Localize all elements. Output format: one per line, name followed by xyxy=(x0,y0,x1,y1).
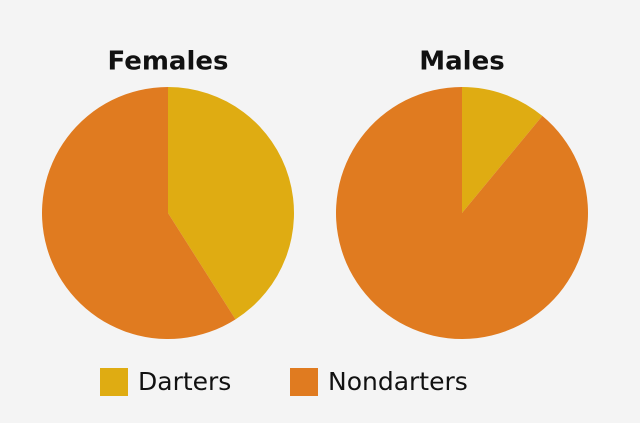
pie-slice xyxy=(462,87,543,213)
chart-title: Males xyxy=(419,47,504,77)
pie-slice xyxy=(42,87,236,339)
legend-swatch xyxy=(290,368,318,396)
legend-label: Darters xyxy=(138,367,231,396)
pie-slice xyxy=(168,86,295,320)
pie-slice xyxy=(336,87,589,340)
legend-swatch xyxy=(100,368,128,396)
legend-label: Nondarters xyxy=(328,367,468,396)
chart-title: Females xyxy=(108,47,229,77)
